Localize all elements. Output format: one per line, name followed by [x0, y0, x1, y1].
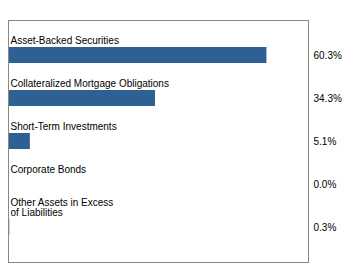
svg-text:34.3%: 34.3% [314, 93, 342, 104]
svg-text:Short-Term Investments: Short-Term Investments [11, 121, 117, 132]
svg-text:0.3%: 0.3% [314, 222, 337, 233]
svg-text:Corporate Bonds: Corporate Bonds [11, 164, 87, 175]
svg-text:0.0%: 0.0% [314, 179, 337, 190]
svg-text:60.3%: 60.3% [314, 50, 342, 61]
svg-text:Other Assets in Excessof Liabi: Other Assets in Excessof Liabilities [11, 197, 114, 218]
svg-text:5.1%: 5.1% [314, 136, 337, 147]
svg-text:Collateralized Mortgage Obliga: Collateralized Mortgage Obligations [11, 78, 169, 89]
svg-text:Asset-Backed Securities: Asset-Backed Securities [11, 35, 119, 46]
